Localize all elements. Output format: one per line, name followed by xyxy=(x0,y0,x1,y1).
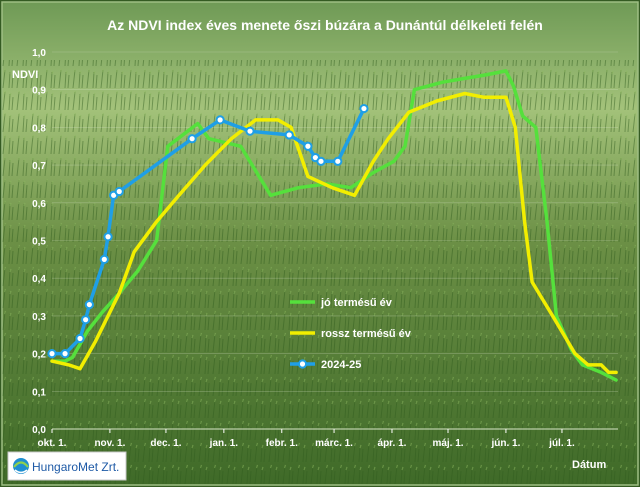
x-tick-label: febr. 1. xyxy=(266,438,298,449)
legend-label: rossz termésű év xyxy=(321,328,412,340)
hungaromet-logo: HungaroMet Zrt. xyxy=(7,451,127,481)
y-tick-label: 0,3 xyxy=(32,312,46,323)
series-point xyxy=(114,186,124,197)
y-tick-label: 1,0 xyxy=(32,48,46,59)
logo-text: HungaroMet Zrt. xyxy=(32,460,119,474)
series-point xyxy=(333,156,343,166)
series-line-1 xyxy=(50,91,618,375)
legend-label: jó termésű év xyxy=(320,297,393,309)
y-tick-label: 0,8 xyxy=(32,123,46,134)
x-tick-label: ápr. 1. xyxy=(378,438,407,449)
series-point xyxy=(215,115,225,125)
x-tick-label: márc. 1. xyxy=(315,438,353,449)
x-tick-label: dec. 1. xyxy=(150,438,181,449)
series-point xyxy=(303,141,313,151)
series-line-0 xyxy=(50,69,618,382)
y-tick-label: 0,2 xyxy=(32,350,46,361)
y-tick-label: 0,4 xyxy=(32,274,46,285)
legend-label: 2024-25 xyxy=(321,359,361,371)
series-point xyxy=(47,349,57,359)
y-axis-label: NDVI xyxy=(12,69,38,81)
series-point xyxy=(81,315,91,325)
x-tick-label: máj. 1. xyxy=(432,438,463,449)
series-point xyxy=(60,349,70,359)
legend-marker xyxy=(297,359,308,369)
y-tick-label: 0,0 xyxy=(32,425,46,436)
y-tick-label: 0,9 xyxy=(32,86,46,97)
y-tick-label: 0,6 xyxy=(32,199,46,210)
y-tick-label: 0,5 xyxy=(32,237,46,248)
series-point xyxy=(103,232,113,242)
y-tick-label: 0,7 xyxy=(32,161,46,172)
x-tick-label: júl. 1. xyxy=(548,438,575,449)
series-point xyxy=(359,103,369,114)
y-tick-label: 0,1 xyxy=(32,387,46,398)
series-point xyxy=(84,299,94,310)
chart-title: Az NDVI index éves menete őszi búzára a … xyxy=(107,17,543,33)
series-point xyxy=(75,333,85,344)
series-point xyxy=(316,156,326,166)
logo-icon xyxy=(13,458,29,474)
x-tick-label: nov. 1. xyxy=(94,438,125,449)
series-point xyxy=(284,130,294,140)
x-tick-label: okt. 1. xyxy=(38,438,67,449)
series-point xyxy=(99,254,109,264)
series-point xyxy=(245,126,255,136)
series-point xyxy=(187,134,197,144)
x-tick-label: jún. 1. xyxy=(490,438,520,449)
x-axis-label: Dátum xyxy=(572,459,606,471)
x-tick-label: jan. 1. xyxy=(209,438,239,449)
